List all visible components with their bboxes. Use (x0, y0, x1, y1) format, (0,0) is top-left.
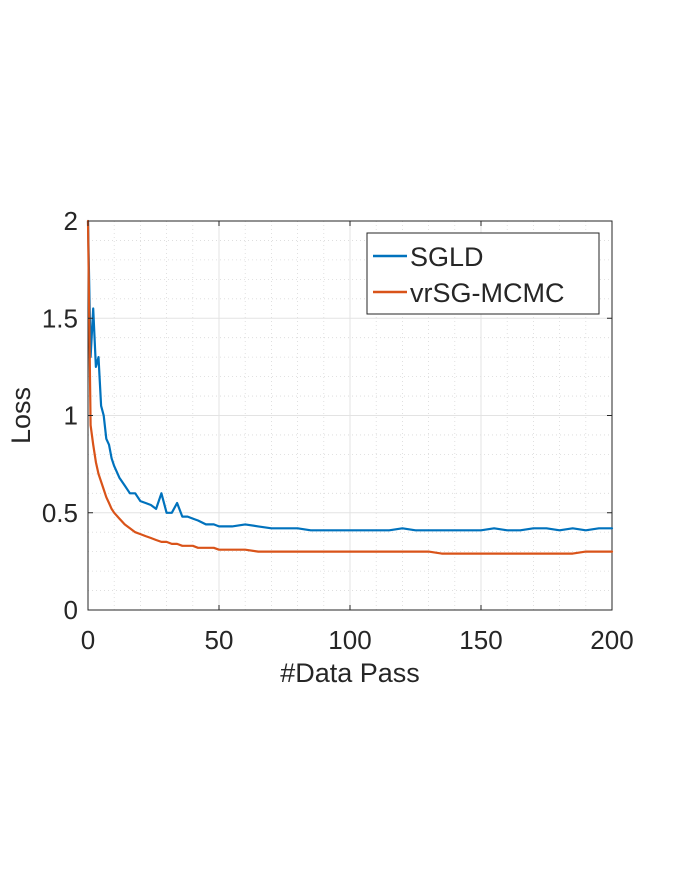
series-line-vrsg-mcmc (86, 219, 614, 555)
tick-layer: 0 50 100 150 200 0 0.5 1 1.5 2 (42, 206, 634, 655)
x-tick-label: 0 (81, 625, 95, 655)
y-tick-label: 2 (64, 206, 78, 236)
y-tick-label: 0.5 (42, 498, 78, 528)
legend-label-sgld: SGLD (410, 242, 484, 272)
x-tick-label: 200 (590, 625, 633, 655)
x-tick-label: 50 (205, 625, 234, 655)
series-layer (86, 219, 614, 555)
series-line-sgld (86, 219, 614, 532)
legend-label-vrsg-mcmc: vrSG-MCMC (410, 278, 564, 308)
y-tick-label: 1 (64, 401, 78, 431)
x-tick-label: 100 (328, 625, 371, 655)
y-axis-label: Loss (6, 387, 36, 444)
legend: SGLD vrSG-MCMC (366, 232, 600, 315)
y-tick-label: 1.5 (42, 303, 78, 333)
x-axis-label: #Data Pass (280, 658, 420, 688)
x-tick-label: 150 (459, 625, 502, 655)
legend-box (366, 232, 600, 315)
y-tick-label: 0 (64, 595, 78, 625)
